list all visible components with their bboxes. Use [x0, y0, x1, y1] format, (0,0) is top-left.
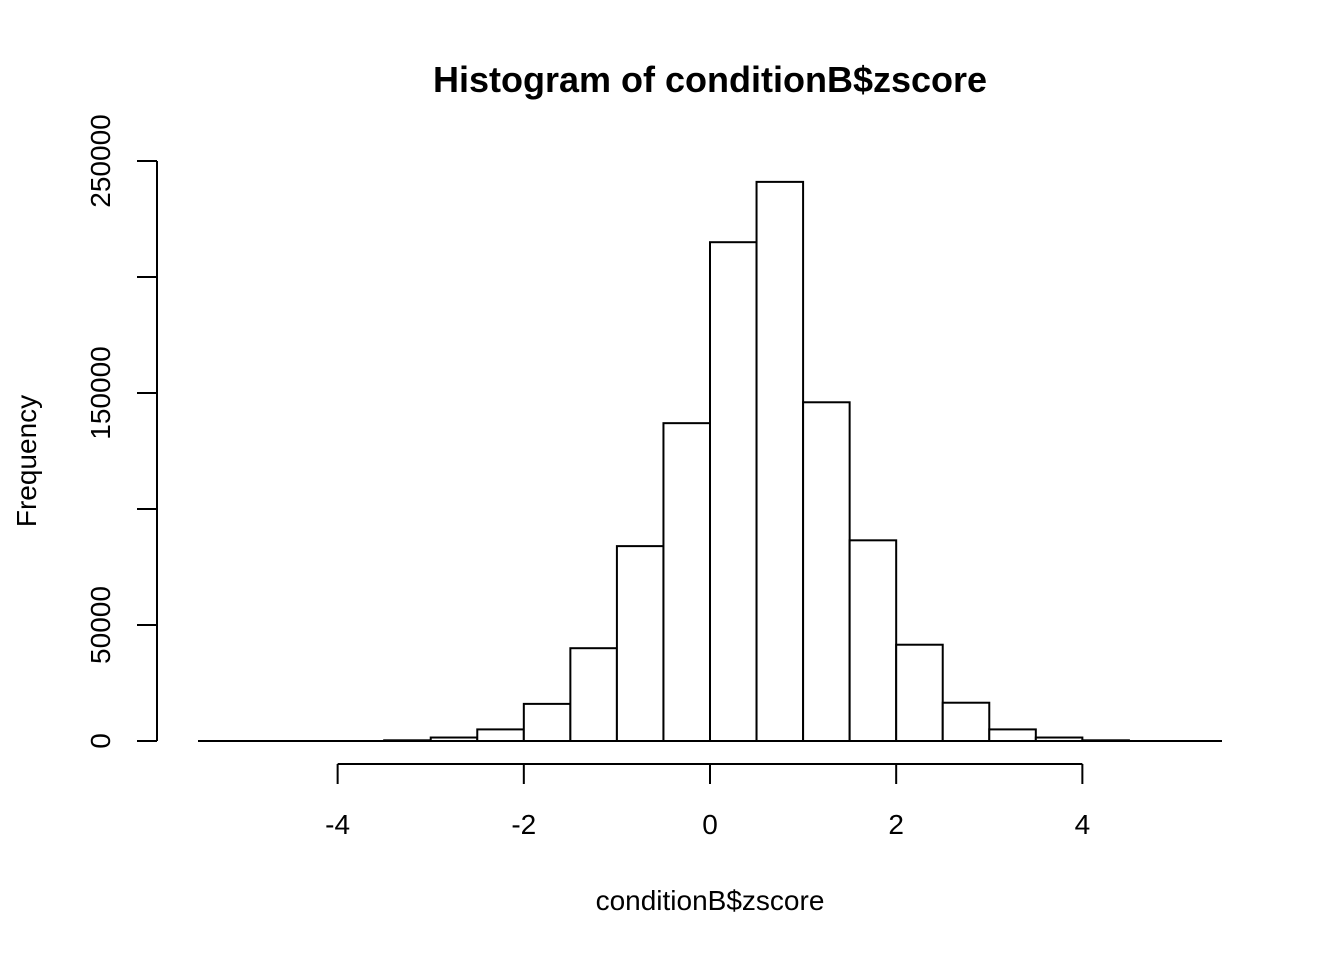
histogram-bar [709, 241, 758, 742]
y-tick-label: 150000 [85, 346, 116, 439]
histogram-bar [476, 728, 525, 743]
y-axis-label: Frequency [11, 395, 42, 527]
x-tick-label: -4 [325, 809, 350, 840]
histogram-bars [383, 180, 1130, 743]
histogram-bar [662, 422, 711, 742]
y-axis: 0 50000 150000 250000 [85, 114, 158, 749]
histogram-bar [569, 647, 618, 743]
x-tick-label: 4 [1075, 809, 1091, 840]
x-tick-label: 0 [702, 809, 718, 840]
histogram-bar [941, 701, 991, 742]
histogram-bar [755, 180, 805, 742]
x-tick-label: -2 [511, 809, 536, 840]
histogram-bar [615, 545, 665, 742]
y-tick-label: 250000 [85, 114, 116, 207]
x-tick-label: 2 [888, 809, 904, 840]
y-tick-label: 0 [85, 733, 116, 749]
histogram-bar [988, 728, 1037, 743]
histogram-bar [895, 643, 944, 742]
x-axis: -4 -2 0 2 4 [325, 763, 1091, 840]
histogram-bar [522, 702, 572, 743]
chart-title: Histogram of conditionB$zscore [433, 59, 987, 100]
histogram-bar [848, 539, 898, 742]
y-tick-label: 50000 [85, 586, 116, 664]
histogram-bar [802, 401, 851, 742]
x-axis-label: conditionB$zscore [596, 885, 825, 916]
